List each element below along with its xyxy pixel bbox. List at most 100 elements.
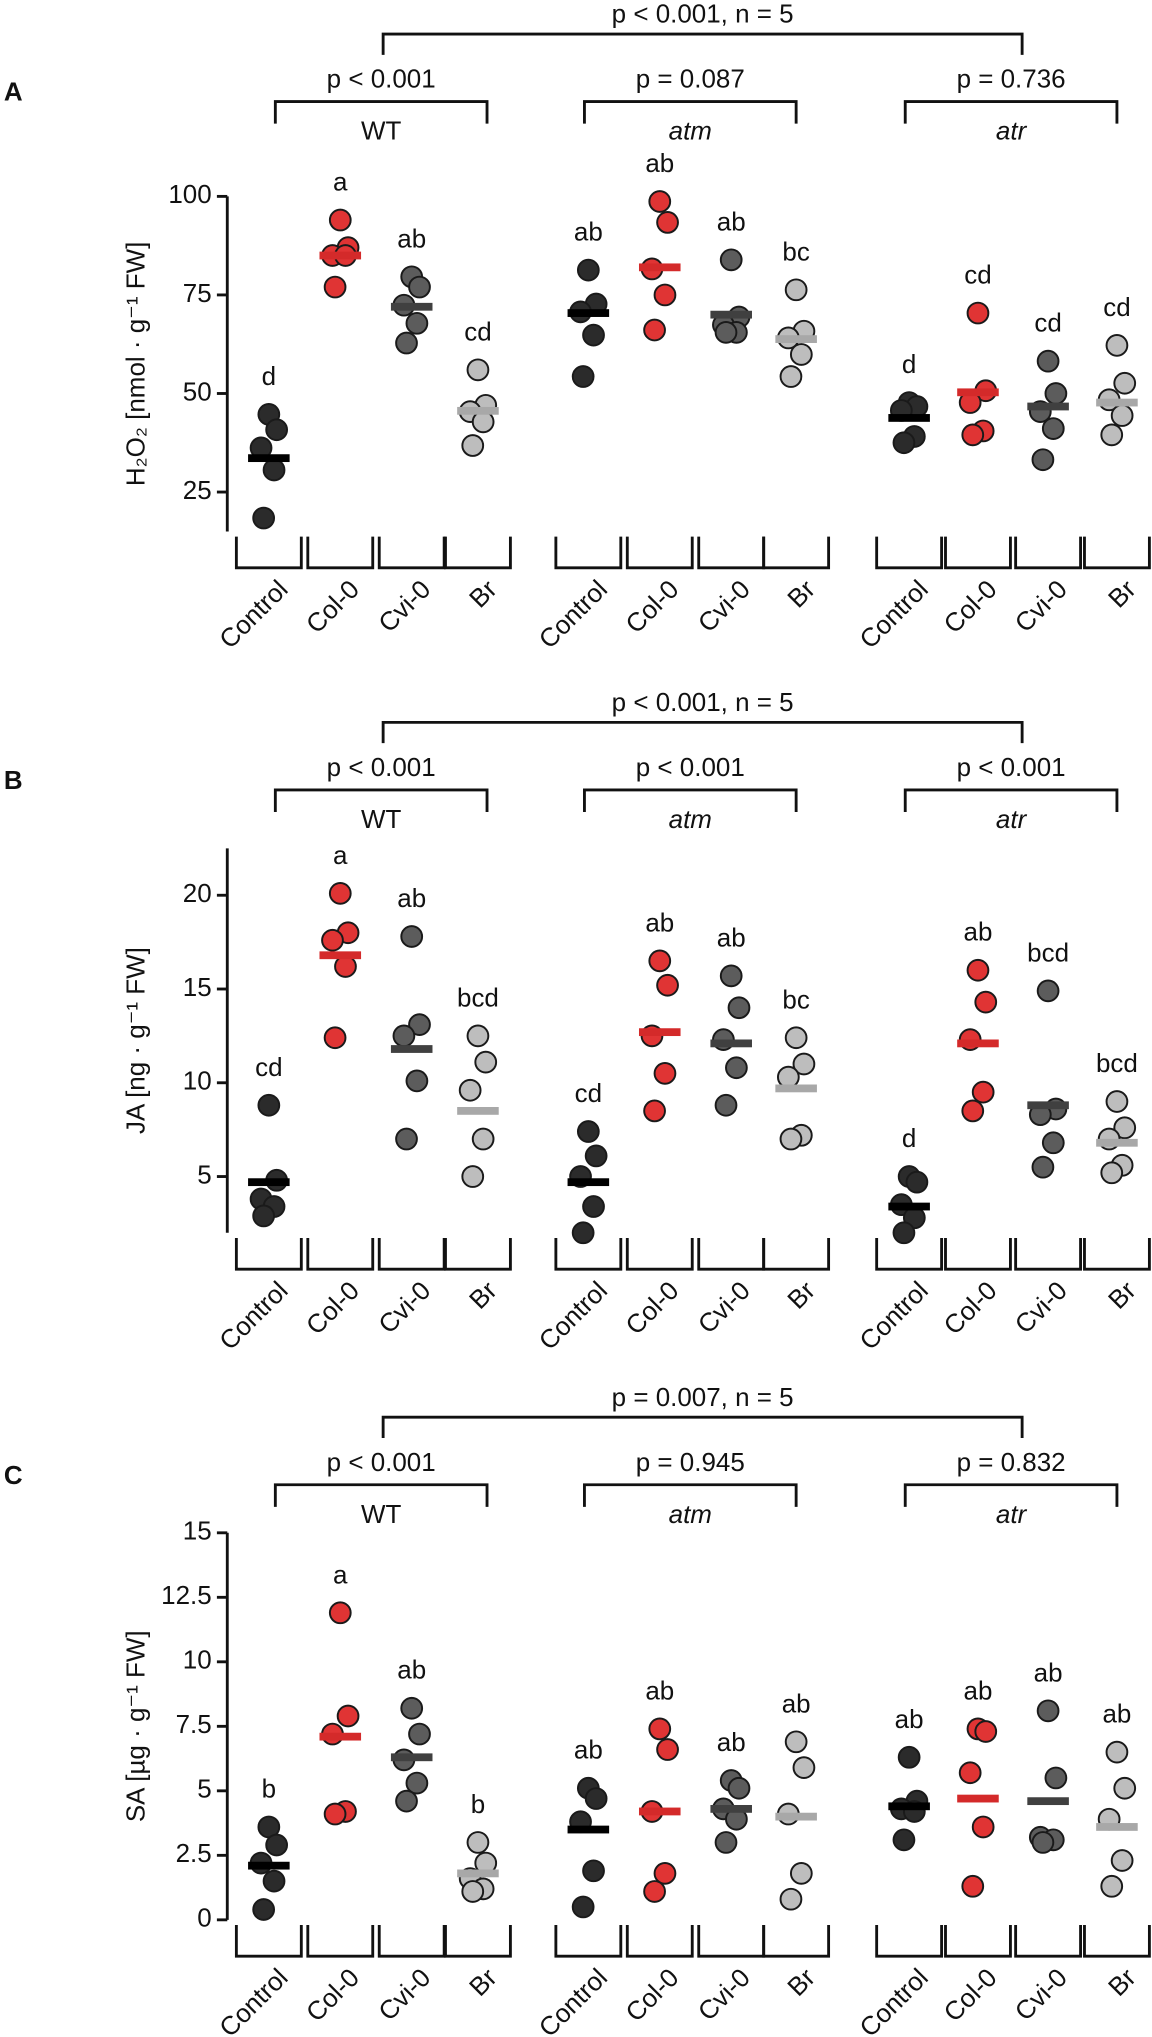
category-bracket <box>306 1237 375 1271</box>
panel-label: C <box>4 1460 23 1490</box>
panel-label: A <box>4 77 23 107</box>
category-bracket <box>875 1237 944 1271</box>
category-bracket <box>306 1925 375 1958</box>
point <box>974 1720 998 1743</box>
point <box>905 1170 929 1194</box>
x-tick-label: Cvi-0 <box>1009 1275 1073 1339</box>
x-tick-label: Col-0 <box>619 1275 684 1340</box>
point <box>966 958 990 982</box>
point <box>252 506 276 530</box>
point <box>262 458 286 482</box>
y-axis-title: JA [ng · g⁻¹ FW] <box>121 947 151 1134</box>
point <box>334 955 357 978</box>
point <box>892 1221 916 1245</box>
point <box>1113 1776 1137 1800</box>
y-tick-label: 7.5 <box>176 1709 212 1739</box>
point <box>714 321 738 344</box>
y-tick-label: 25 <box>183 475 212 505</box>
mean-bar <box>248 454 290 463</box>
significance-letter: cd <box>255 1052 282 1082</box>
point <box>576 1120 600 1143</box>
category-bracket <box>697 1925 766 1958</box>
point <box>971 1080 995 1104</box>
significance-letter: cd <box>575 1078 602 1108</box>
significance-letter: bc <box>782 236 809 266</box>
group-p: p < 0.001 <box>957 752 1066 782</box>
point <box>792 1052 816 1076</box>
genotype: atm <box>669 116 712 146</box>
mean-bar <box>319 951 362 960</box>
overall-p: p < 0.001, n = 5 <box>612 687 794 717</box>
point <box>643 1880 666 1903</box>
point <box>789 1862 813 1885</box>
point <box>648 949 672 973</box>
point <box>779 1887 803 1911</box>
group-p: p = 0.087 <box>636 64 745 94</box>
point <box>776 1065 800 1089</box>
point <box>714 1093 738 1117</box>
point <box>648 190 672 213</box>
point <box>656 1738 679 1761</box>
significance-letter: ab <box>574 217 603 247</box>
point <box>1036 1699 1060 1723</box>
group-bracket <box>583 100 798 124</box>
point <box>1036 979 1060 1003</box>
point <box>461 434 485 457</box>
point <box>789 343 813 366</box>
significance-letter: cd <box>1103 292 1130 322</box>
category-bracket <box>234 1925 303 1958</box>
mean-bar <box>390 1753 433 1762</box>
group-bracket <box>583 788 798 812</box>
x-tick-label: Cvi-0 <box>1009 1962 1073 2026</box>
point <box>1110 1849 1134 1872</box>
group-p: p < 0.001 <box>327 1447 436 1477</box>
point <box>727 1776 751 1800</box>
point <box>1044 382 1068 405</box>
significance-letter: ab <box>717 1727 746 1757</box>
point <box>584 1144 608 1168</box>
point <box>252 1204 276 1228</box>
point <box>1105 1090 1129 1113</box>
mean-bar <box>319 251 362 260</box>
category-bracket <box>377 536 446 570</box>
point <box>719 964 743 988</box>
point <box>1105 334 1129 357</box>
category-bracket <box>444 536 512 570</box>
x-tick-label: Br <box>463 1962 503 2002</box>
mean-bar <box>1027 1797 1069 1806</box>
point <box>656 973 679 997</box>
point <box>323 1802 347 1826</box>
category-bracket <box>625 1237 694 1271</box>
category-bracket <box>444 1237 512 1271</box>
point <box>571 1221 595 1245</box>
mean-bar <box>567 1825 610 1834</box>
y-tick-label: 15 <box>183 1516 212 1546</box>
x-tick-label: Control <box>213 1962 293 2037</box>
point <box>328 208 352 232</box>
point <box>779 365 803 388</box>
category-bracket <box>944 1925 1012 1958</box>
x-tick-label: Br <box>463 1275 503 1315</box>
category-bracket <box>944 1237 1012 1271</box>
significance-letter: a <box>333 167 348 197</box>
group-bracket <box>903 100 1119 124</box>
point <box>576 258 600 282</box>
point <box>714 1831 738 1854</box>
y-tick-label: 5 <box>197 1774 211 1804</box>
point <box>1113 371 1137 395</box>
mean-bar <box>957 1794 999 1803</box>
significance-letter: ab <box>717 922 746 952</box>
genotype: WT <box>361 116 402 146</box>
panel: Ap < 0.001, n = 5 25 50 75 100 H₂O₂ [nmol · g… <box>4 0 1151 654</box>
x-tick-label: Cvi-0 <box>692 1962 756 2026</box>
point <box>458 1078 482 1102</box>
point <box>400 925 424 948</box>
point <box>892 1828 916 1852</box>
category-bracket <box>1083 1237 1151 1271</box>
y-axis-title: H₂O₂ [nmol · g⁻¹ FW] <box>121 242 151 487</box>
category-bracket <box>554 1237 623 1271</box>
significance-letter: ab <box>574 1735 603 1765</box>
y-tick-label: 50 <box>183 376 212 406</box>
x-tick-label: Control <box>213 1275 293 1355</box>
significance-letter: ab <box>895 1704 924 1734</box>
